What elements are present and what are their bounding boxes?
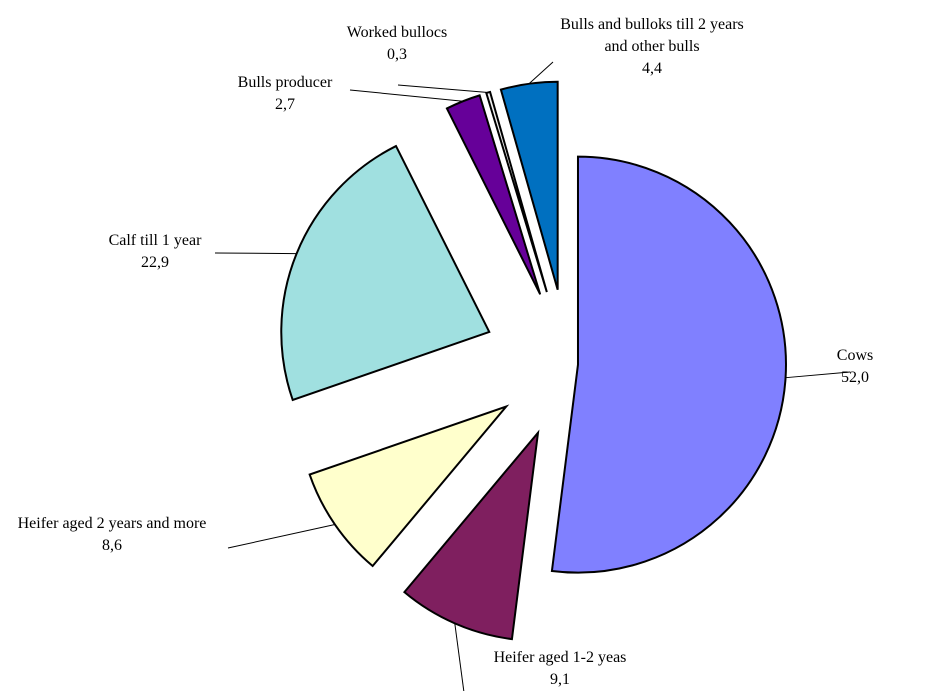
pie-slice xyxy=(499,80,559,290)
pie-slice xyxy=(308,404,510,568)
slice-value: 4,4 xyxy=(642,60,662,77)
pie-slice xyxy=(280,144,491,402)
pie-slice xyxy=(485,90,548,293)
leader-line xyxy=(214,252,297,255)
slice-label: Heifer aged 1-2 yeas xyxy=(493,649,627,666)
slice-value: 22,9 xyxy=(141,254,169,271)
leader-line xyxy=(454,623,465,691)
leader-line xyxy=(349,89,464,102)
pie-slice xyxy=(550,155,787,574)
slice-label: Bulls producer xyxy=(237,74,333,91)
slice-value: 0,3 xyxy=(387,46,407,63)
slice-label: Calf till 1 year xyxy=(108,232,202,249)
slice-value: 8,6 xyxy=(102,537,122,554)
slice-value: 52,0 xyxy=(841,369,869,386)
slice-label: Worked bullocs xyxy=(346,24,448,41)
slice-value: 9,1 xyxy=(550,671,570,688)
leader-line xyxy=(528,61,554,85)
leader-line xyxy=(397,84,489,93)
slice-label: Heifer aged 2 years and more xyxy=(17,515,207,532)
slice-label: Bulls and bulloks till 2 years and other… xyxy=(560,16,744,55)
leader-line xyxy=(227,524,336,549)
leader-line xyxy=(785,371,851,379)
slice-label: Cows xyxy=(836,347,874,364)
slice-value: 2,7 xyxy=(275,96,295,113)
